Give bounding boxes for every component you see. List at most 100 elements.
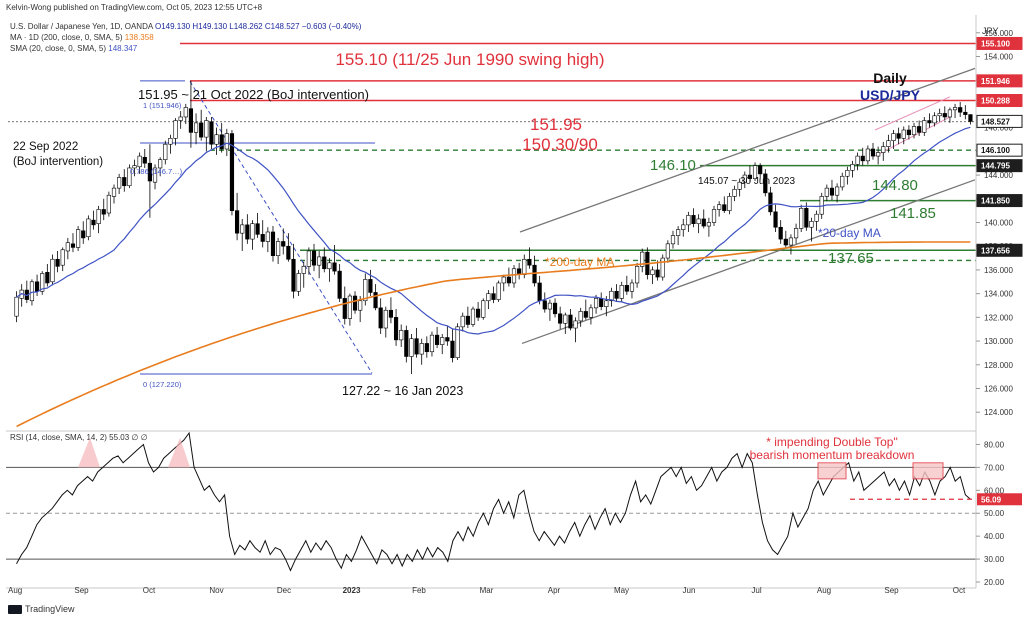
candle-body: [952, 107, 958, 111]
candle: [870, 143, 876, 160]
candle-body: [491, 293, 496, 300]
candle: [383, 306, 388, 338]
candle-body: [604, 300, 609, 307]
candle: [250, 220, 255, 250]
candle: [911, 122, 917, 139]
candle-body: [496, 282, 501, 300]
candle: [917, 120, 922, 136]
candle: [101, 198, 106, 221]
annotation-label: 155.10 (11/25 Jun 1990 swing high): [335, 50, 604, 69]
candle: [788, 234, 794, 255]
candle: [588, 304, 594, 325]
annotation-label: (BoJ intervention): [13, 156, 103, 168]
candle-body: [809, 221, 814, 228]
candle-body: [778, 226, 783, 240]
candle-body: [552, 302, 558, 315]
price-tag-label: 137.656: [981, 246, 1010, 255]
candle: [809, 217, 814, 242]
candle-body: [70, 243, 76, 248]
candle-body: [958, 107, 963, 113]
candle-body: [158, 159, 163, 169]
candle: [958, 102, 963, 117]
candle: [599, 292, 604, 311]
candle: [922, 116, 927, 136]
price-tag-label: 146.100: [981, 146, 1010, 155]
candle: [127, 164, 132, 189]
candle-body: [193, 122, 199, 133]
candle-body: [40, 273, 45, 292]
candle: [378, 298, 383, 334]
candle: [829, 179, 835, 200]
candle-body: [629, 282, 635, 292]
candle: [178, 111, 183, 129]
candle: [476, 301, 481, 321]
candle-body: [573, 320, 578, 329]
candle: [542, 292, 547, 313]
candle: [193, 113, 199, 145]
annotation-label: 151.95 ~ 21 Oct 2022 (BoJ intervention): [138, 87, 369, 102]
fib-trend-line: [189, 81, 373, 374]
candle: [414, 328, 419, 358]
candle-body: [106, 194, 111, 214]
candle: [65, 237, 70, 260]
candle: [793, 223, 799, 244]
candle: [142, 148, 147, 168]
candle: [219, 122, 224, 153]
candle: [727, 192, 732, 215]
candle: [70, 233, 76, 253]
candle-body: [296, 273, 301, 292]
candle: [640, 248, 645, 273]
candle: [660, 254, 665, 281]
candle: [301, 261, 306, 288]
candle: [547, 299, 553, 321]
candle: [614, 284, 619, 302]
candle: [86, 215, 91, 241]
candle-body: [568, 314, 573, 329]
candle-body: [173, 120, 178, 139]
candle-body: [501, 276, 506, 284]
candle-body: [855, 155, 860, 165]
candle: [706, 217, 711, 237]
candle-body: [178, 116, 183, 121]
candle: [393, 309, 399, 346]
rsi-tick-label: 40.00: [984, 532, 1005, 541]
candle-body: [486, 293, 491, 302]
candle: [404, 325, 409, 363]
moving-averages-layer: [16, 126, 971, 428]
candle: [860, 147, 865, 166]
candle-body: [676, 229, 681, 236]
candle-body: [111, 187, 117, 197]
candle: [799, 204, 804, 232]
candle-body: [537, 282, 542, 302]
candle-body: [465, 315, 470, 325]
candle: [296, 269, 301, 297]
rsi-annotation: * impending Double Top": [766, 435, 897, 449]
price-tag: 155.100: [976, 36, 1023, 50]
price-tick-label: 136.000: [984, 266, 1013, 275]
price-tag-label: 155.100: [981, 39, 1010, 48]
rsi-tick-label: 50.00: [984, 509, 1005, 518]
candle: [317, 250, 322, 279]
price-tag-box: [976, 194, 1023, 208]
candle: [876, 146, 881, 165]
candle: [717, 201, 722, 217]
candle-body: [358, 300, 363, 311]
candle-body: [265, 231, 270, 242]
candle: [496, 280, 501, 302]
rsi-tick-label: 30.00: [984, 555, 1005, 564]
candle: [460, 312, 465, 332]
candle-body: [542, 300, 547, 310]
candle: [240, 218, 245, 251]
candle: [650, 266, 655, 285]
candle: [763, 169, 768, 197]
candle-body: [14, 296, 19, 317]
candle-body: [845, 170, 850, 177]
candle-body: [317, 256, 322, 266]
candle-body: [152, 167, 158, 183]
price-tag: 137.656: [976, 243, 1023, 257]
candle-body: [209, 121, 214, 145]
price-tag-box: [976, 243, 1023, 257]
tradingview-brand: TradingView: [25, 604, 75, 614]
candle-body: [963, 111, 968, 115]
